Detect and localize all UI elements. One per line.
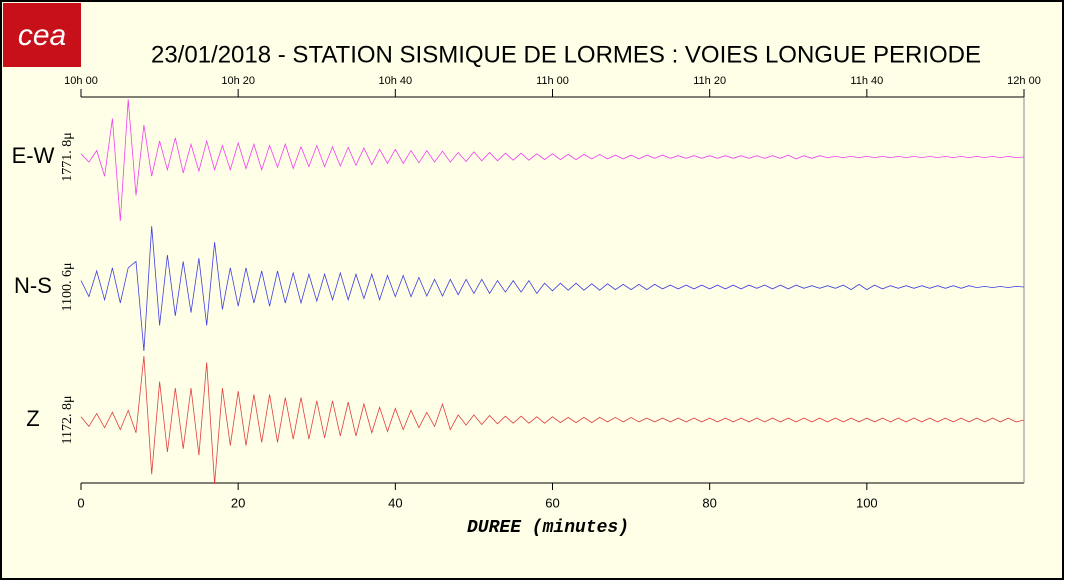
x2-tick-label: 10h 00 <box>64 75 98 87</box>
logo: cea <box>18 19 66 52</box>
x-tick-label: 100 <box>856 495 878 510</box>
x2-tick-label: 10h 40 <box>379 75 413 87</box>
x-tick-label: 0 <box>77 495 84 510</box>
x-axis-label: DUREE (minutes) <box>467 518 629 538</box>
channel-name: Z <box>26 406 39 431</box>
channel-name: E-W <box>12 143 55 168</box>
trace <box>80 99 1025 222</box>
trace <box>80 226 1025 352</box>
scale-label: 1771. 8μ <box>60 132 75 182</box>
x2-tick-label: 11h 20 <box>693 75 726 87</box>
x2-tick-label: 12h 00 <box>1007 75 1041 87</box>
x-tick-label: 20 <box>231 495 245 510</box>
x-tick-label: 80 <box>702 495 716 510</box>
trace <box>80 355 1025 485</box>
x2-tick-label: 11h 00 <box>536 75 569 87</box>
channel-name: N-S <box>14 273 52 298</box>
x-tick-label: 40 <box>388 495 402 510</box>
scale-label: 1100. 6μ <box>60 263 75 312</box>
x2-tick-label: 10h 20 <box>221 75 255 87</box>
chart-title: 23/01/2018 - STATION SISMIQUE DE LORMES … <box>151 41 981 68</box>
x2-tick-label: 11h 40 <box>850 75 883 87</box>
scale-label: 1172. 8μ <box>60 396 75 445</box>
x-tick-label: 60 <box>545 495 559 510</box>
logo-box <box>3 3 81 67</box>
